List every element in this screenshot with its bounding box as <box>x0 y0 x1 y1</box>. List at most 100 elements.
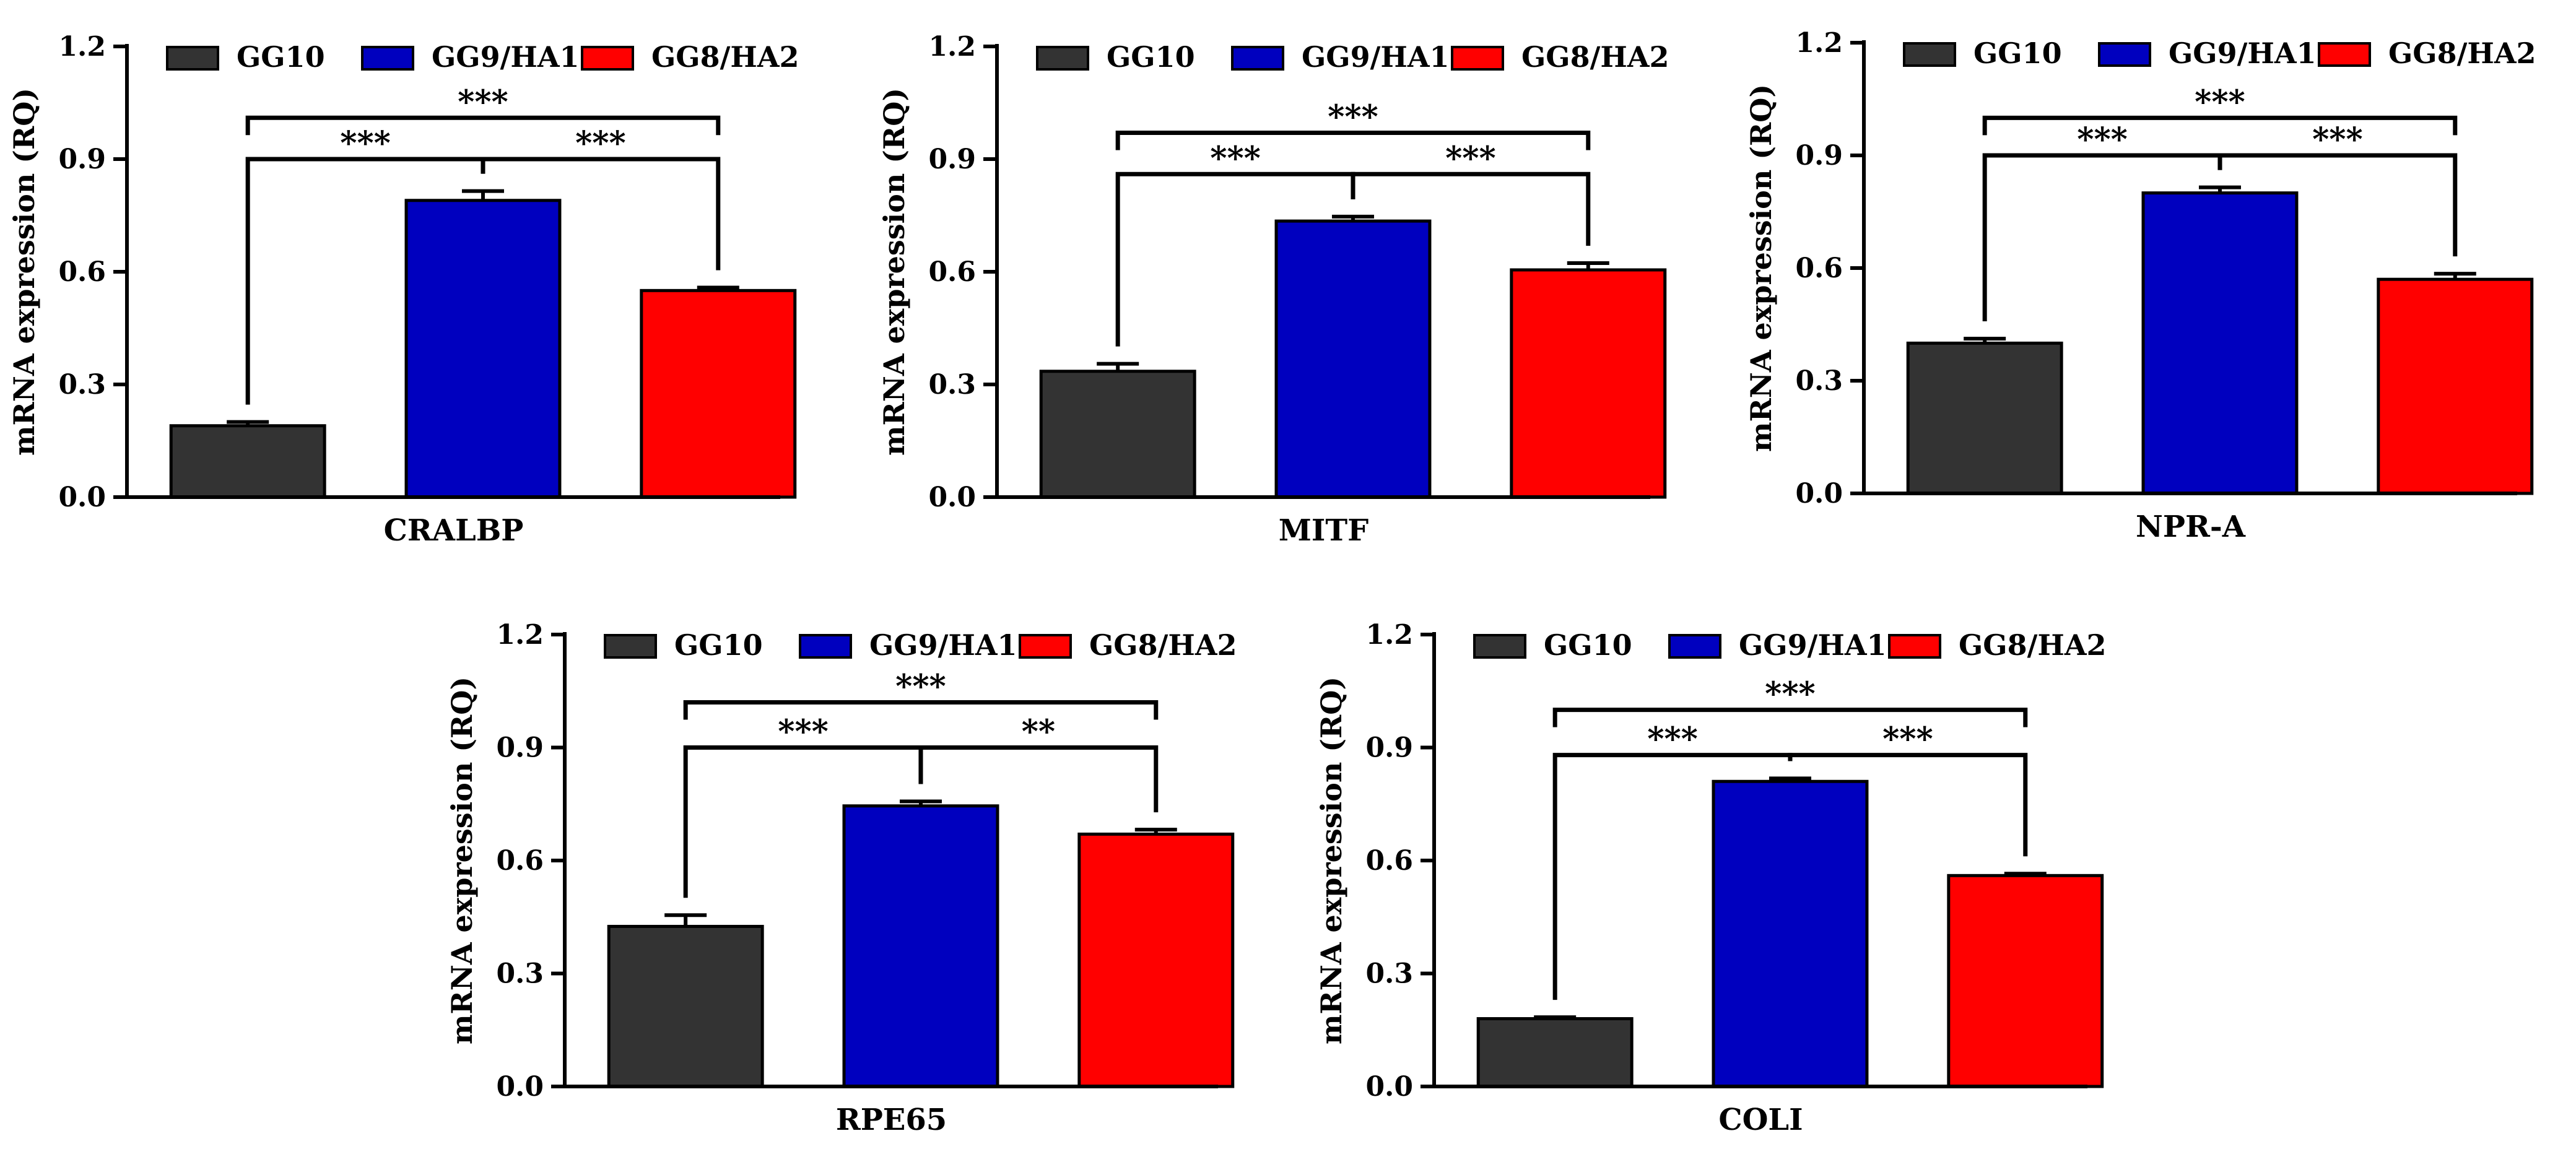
significance-bracket <box>1788 753 2028 857</box>
significance-label: *** <box>1328 98 1378 136</box>
significance-bracket <box>1351 171 1591 246</box>
legend-label-gg10: GG10 <box>674 628 763 662</box>
legend-swatch-gg10 <box>166 46 219 71</box>
chart-panel-coli: *** *** *** 0.0 0.3 0.6 0.9 1.2 mRNA expression … <box>1315 619 2107 1137</box>
y-tick-label: 1.2 <box>928 31 976 63</box>
y-tick-label: 0.9 <box>1795 140 1843 171</box>
legend-label-gg8-ha2: GG8/HA2 <box>2388 37 2536 70</box>
y-tick-label: 0.6 <box>928 256 976 288</box>
significance-bracket <box>245 115 721 136</box>
y-tick-label: 0.3 <box>496 958 544 990</box>
legend-swatch-gg9-ha1 <box>1231 46 1284 71</box>
y-tick-label: 0.9 <box>58 144 106 175</box>
legend-swatch-gg10 <box>1036 46 1089 71</box>
y-tick-label: 0.6 <box>58 256 106 288</box>
y-tick-label: 0.6 <box>1365 845 1413 877</box>
y-axis-label: mRNA expression (RQ) <box>1744 84 1778 452</box>
significance-bracket <box>918 745 1159 813</box>
y-tick-label: 1.2 <box>496 619 544 651</box>
significance-label: *** <box>1882 721 1933 758</box>
legend-label-gg10: GG10 <box>1107 40 1195 74</box>
bar-gg8-ha2 <box>1510 268 1667 499</box>
legend-swatch-gg9-ha1 <box>2098 42 2151 67</box>
significance-label: *** <box>1647 721 1698 758</box>
legend-swatch-gg8-ha2 <box>2318 42 2371 67</box>
legend-label-gg10: GG10 <box>1544 628 1632 662</box>
y-tick-label: 0.3 <box>58 369 106 401</box>
y-tick-label: 0.9 <box>496 732 544 764</box>
chart-panel-mitf: *** *** *** 0.0 0.3 0.6 0.9 1.2 mRNA expression … <box>877 31 1669 548</box>
bar-gg10 <box>1906 341 2063 495</box>
y-tick-label: 0.6 <box>496 845 544 877</box>
bar-gg8-ha2 <box>2377 277 2534 495</box>
significance-bracket <box>683 700 1159 720</box>
significance-label: *** <box>2312 121 2363 158</box>
legend-label-gg8-ha2: GG8/HA2 <box>1089 628 1237 662</box>
bar-gg10 <box>1476 1017 1634 1088</box>
legend-label-gg8-ha2: GG8/HA2 <box>1959 628 2107 662</box>
significance-label: *** <box>2077 121 2128 158</box>
y-tick-label: 0.0 <box>1365 1071 1413 1103</box>
y-tick-label: 1.2 <box>1795 27 1843 59</box>
bar-gg9-ha1 <box>1274 219 1432 499</box>
significance-bracket <box>2217 153 2458 257</box>
chart-panel-cralbp: *** *** *** 0.0 0.3 0.6 0.9 1.2 mRNA expression … <box>7 31 799 548</box>
y-tick-label: 0.0 <box>58 482 106 513</box>
legend-swatch-gg8-ha2 <box>1888 634 1941 659</box>
legend-label-gg8-ha2: GG8/HA2 <box>651 40 799 74</box>
legend-swatch-gg10 <box>604 634 657 659</box>
x-axis-label: CRALBP <box>384 513 524 548</box>
legend-label-gg9-ha1: GG9/HA1 <box>869 628 1017 662</box>
legend-label-gg10: GG10 <box>237 40 325 74</box>
y-tick-label: 1.2 <box>58 31 106 63</box>
legend-swatch-gg8-ha2 <box>1019 634 1072 659</box>
significance-label: *** <box>575 124 626 162</box>
legend-swatch-gg9-ha1 <box>799 634 852 659</box>
bar-gg10 <box>169 424 326 499</box>
bar-gg9-ha1 <box>2141 191 2299 495</box>
bar-gg8-ha2 <box>640 288 797 499</box>
x-axis-label: NPR-A <box>2136 509 2246 544</box>
legend-swatch-gg9-ha1 <box>361 46 414 71</box>
legend-swatch-gg9-ha1 <box>1668 634 1721 659</box>
significance-label: ** <box>1022 713 1055 751</box>
bar-gg10 <box>1039 370 1196 499</box>
significance-label: *** <box>340 124 391 162</box>
significance-label: *** <box>1210 139 1261 177</box>
x-axis-label: MITF <box>1279 513 1368 548</box>
legend-label-gg10: GG10 <box>1973 37 2062 70</box>
x-axis-label: COLI <box>1718 1103 1803 1137</box>
legend-label-gg9-ha1: GG9/HA1 <box>432 40 580 74</box>
significance-label: *** <box>778 713 829 751</box>
significance-label: *** <box>2195 83 2245 121</box>
y-tick-label: 0.3 <box>1365 958 1413 990</box>
y-tick-label: 0.9 <box>928 144 976 175</box>
bar-gg9-ha1 <box>404 199 562 499</box>
legend-swatch-gg10 <box>1903 42 1956 67</box>
bar-gg9-ha1 <box>1712 779 1869 1088</box>
legend-label-gg9-ha1: GG9/HA1 <box>1739 628 1887 662</box>
y-tick-label: 0.0 <box>928 482 976 513</box>
significance-bracket <box>1982 115 2458 136</box>
significance-bracket <box>1552 708 2028 727</box>
y-tick-label: 0.0 <box>496 1071 544 1103</box>
y-tick-label: 1.2 <box>1365 619 1413 651</box>
significance-bracket <box>481 157 721 271</box>
y-axis-label: mRNA expression (RQ) <box>877 88 911 456</box>
bar-gg8-ha2 <box>1947 874 2104 1088</box>
y-tick-label: 0.0 <box>1795 478 1843 509</box>
legend-label-gg9-ha1: GG9/HA1 <box>1302 40 1450 74</box>
legend-swatch-gg8-ha2 <box>1451 46 1504 71</box>
x-axis-label: RPE65 <box>836 1103 947 1137</box>
bar-gg10 <box>607 924 764 1088</box>
y-tick-label: 0.3 <box>1795 365 1843 397</box>
legend-swatch-gg10 <box>1473 634 1526 659</box>
significance-label: *** <box>895 668 946 706</box>
y-tick-label: 0.3 <box>928 369 976 401</box>
legend-label-gg9-ha1: GG9/HA1 <box>2169 37 2317 70</box>
y-axis-label: mRNA expression (RQ) <box>1315 677 1348 1044</box>
legend-label-gg8-ha2: GG8/HA2 <box>1521 40 1669 74</box>
y-axis-label: mRNA expression (RQ) <box>7 88 41 456</box>
bar-gg9-ha1 <box>842 804 999 1088</box>
